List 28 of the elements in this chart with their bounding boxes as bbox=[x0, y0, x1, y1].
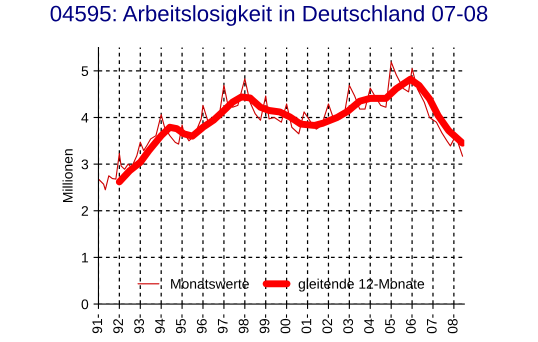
y-tick-label: 0 bbox=[82, 299, 88, 310]
legend-label: gleitende 12-Monate bbox=[298, 278, 424, 292]
y-tick-label: 3 bbox=[82, 159, 88, 170]
x-tick-label: 95- bbox=[176, 314, 186, 334]
chart-title: 04595: Arbeitslosigkeit in Deutschland 07-08 bbox=[50, 5, 488, 26]
x-tick-label: 02- bbox=[322, 314, 332, 334]
x-tick-label: 04- bbox=[364, 314, 374, 334]
x-tick-label: 03- bbox=[343, 314, 354, 334]
x-tick-label: 05- bbox=[385, 314, 395, 334]
x-tick-label: 07- bbox=[426, 314, 437, 334]
legend-label: Monatswerte bbox=[171, 279, 249, 289]
y-tick-label: 1 bbox=[82, 252, 88, 262]
x-tick-label: 96- bbox=[196, 314, 207, 334]
x-tick-label: 99- bbox=[260, 314, 270, 334]
x-tick-label: 98- bbox=[238, 314, 249, 334]
x-tick-label: 00- bbox=[280, 314, 290, 334]
y-tick-label: 4 bbox=[81, 112, 88, 123]
y-tick-label: 5 bbox=[82, 66, 88, 76]
x-tick-label: 91- bbox=[92, 314, 102, 334]
x-tick-label: 01- bbox=[301, 314, 312, 334]
x-tick-label: 97- bbox=[218, 314, 228, 334]
y-axis-title: Millionen bbox=[62, 149, 73, 202]
x-tick-label: 93- bbox=[134, 314, 144, 334]
x-tick-label: 08- bbox=[448, 314, 458, 334]
y-tick-label: 2 bbox=[82, 206, 88, 216]
x-tick-label: 06- bbox=[406, 314, 416, 334]
x-tick-label: 94- bbox=[155, 314, 165, 334]
x-tick-label: 92- bbox=[113, 314, 124, 334]
